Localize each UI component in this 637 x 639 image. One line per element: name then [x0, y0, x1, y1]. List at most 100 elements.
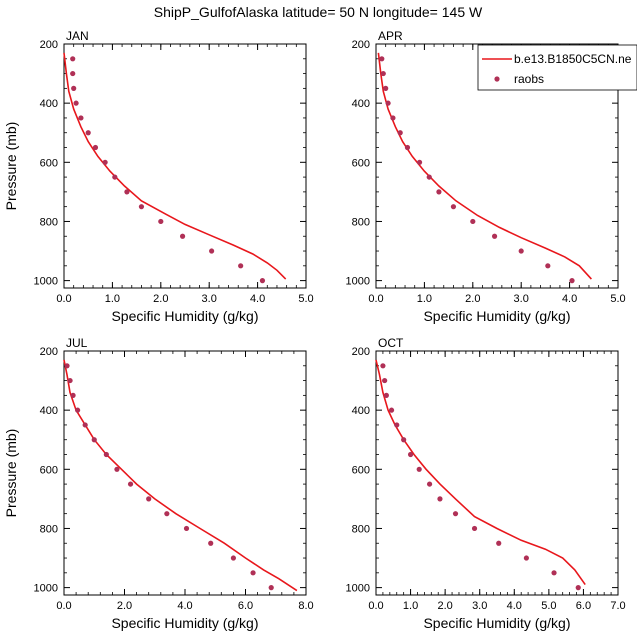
raobs-point: [416, 159, 423, 165]
x-tick-label: 3.0: [472, 600, 487, 612]
x-tick-label: 0.0: [56, 600, 71, 612]
raobs-point: [385, 100, 391, 106]
x-tick-label: 5.0: [541, 600, 556, 612]
y-tick-label: 400: [40, 405, 58, 417]
y-tick-label: 600: [352, 157, 370, 169]
y-axis-label: Pressure (mb): [3, 122, 19, 211]
raobs-point: [158, 218, 164, 225]
raobs-point: [138, 204, 145, 210]
raobs-point: [103, 451, 109, 458]
raobs-point: [426, 481, 433, 487]
raobs-point: [85, 130, 91, 136]
panels-group: JAN 0.0 1.0 2.0 3.0 4.0 5.0 200 400 600 800 1000 Spe…: [3, 29, 626, 631]
raobs-point: [380, 363, 386, 369]
raobs-point: [491, 233, 498, 239]
legend-box: [477, 44, 637, 91]
raobs-point: [124, 189, 130, 195]
x-tick-label: 2.0: [437, 600, 452, 612]
plot-frame: [375, 350, 619, 596]
raobs-point: [545, 263, 551, 269]
raobs-point: [551, 570, 557, 576]
y-tick-label: 200: [40, 39, 58, 51]
raobs-point: [416, 466, 422, 472]
legend-model-label: b.e13.B1850C5CN.ne: [514, 52, 632, 66]
x-tick-label: 3.0: [202, 293, 217, 305]
raobs-point: [382, 377, 388, 384]
x-tick-label: 4.0: [177, 600, 192, 612]
y-tick-label: 1000: [34, 276, 58, 288]
panel-jan: JAN 0.0 1.0 2.0 3.0 4.0 5.0 200 400 600 800 1000 Spe…: [3, 29, 314, 324]
x-tick-label: 1.0: [403, 600, 418, 612]
raobs-point: [390, 115, 396, 121]
y-tick-label: 1000: [346, 583, 370, 595]
raobs-point: [146, 496, 152, 502]
x-axis-label: Specific Humidity (g/kg): [111, 615, 258, 631]
raobs-point: [250, 570, 256, 576]
x-axis-label: Specific Humidity (g/kg): [111, 308, 258, 324]
raobs-point: [75, 407, 81, 413]
plot-frame: [375, 43, 619, 289]
raobs-point: [436, 189, 442, 195]
x-axis-label: Specific Humidity (g/kg): [423, 308, 570, 324]
plot-frame: [63, 350, 307, 596]
raobs-point: [496, 540, 502, 546]
x-axis-label: Specific Humidity (g/kg): [423, 615, 570, 631]
raobs-point: [78, 115, 84, 121]
panel-label: JUL: [66, 336, 88, 350]
y-tick-label: 600: [40, 464, 58, 476]
panel-label: APR: [378, 29, 403, 43]
x-tick-label: 6.0: [238, 600, 253, 612]
raobs-point: [92, 144, 99, 151]
x-tick-label: 1.0: [417, 293, 432, 305]
y-axis-label: Pressure (mb): [3, 429, 19, 518]
raobs-point: [82, 422, 88, 428]
y-tick-label: 800: [40, 216, 58, 228]
raobs-point: [164, 511, 170, 517]
raobs-point: [383, 392, 389, 398]
x-tick-label: 1.0: [105, 293, 120, 305]
y-tick-label: 800: [40, 523, 58, 535]
raobs-point: [437, 496, 443, 502]
raobs-point: [70, 70, 76, 77]
raobs-point: [238, 263, 244, 269]
raobs-point: [230, 555, 236, 561]
model-line-series: [63, 359, 298, 592]
raobs-point: [73, 100, 79, 106]
raobs-point: [426, 174, 432, 180]
raobs-point: [268, 585, 274, 591]
x-tick-label: 5.0: [298, 293, 313, 305]
raobs-point: [394, 422, 400, 428]
raobs-point: [397, 130, 403, 136]
x-tick-label: 4.0: [507, 600, 522, 612]
raobs-point: [575, 585, 581, 591]
model-line-series: [63, 52, 287, 280]
raobs-point: [452, 511, 459, 517]
raobs-point: [208, 540, 214, 546]
x-tick-label: 3.0: [514, 293, 529, 305]
y-tick-label: 400: [352, 405, 370, 417]
y-tick-label: 400: [40, 98, 58, 110]
panel-label: JAN: [66, 29, 89, 43]
y-tick-label: 200: [352, 346, 370, 358]
figure-title: ShipP_GulfofAlaska latitude= 50 N longit…: [154, 4, 483, 20]
raobs-point: [518, 248, 524, 254]
raobs-point: [102, 159, 108, 165]
x-tick-label: 2.0: [153, 293, 168, 305]
raobs-point: [127, 481, 134, 487]
y-tick-label: 200: [40, 346, 58, 358]
y-tick-label: 800: [352, 216, 370, 228]
raobs-point: [259, 278, 266, 284]
model-line-series: [375, 359, 586, 586]
panel-oct: OCT 0.0 1.0 2.0 3.0 4.0 5.0 6.0 7.0 200 400 600 800 1…: [346, 336, 626, 631]
raobs-point: [471, 525, 478, 532]
x-tick-label: 0.0: [368, 600, 383, 612]
x-tick-label: 7.0: [610, 600, 625, 612]
raobs-point: [407, 451, 414, 458]
raobs-point: [71, 85, 77, 91]
raobs-point: [114, 466, 120, 472]
legend-obs-marker: [494, 76, 500, 82]
y-tick-label: 400: [352, 98, 370, 110]
x-tick-label: 4.0: [250, 293, 265, 305]
raobs-point: [70, 56, 76, 62]
